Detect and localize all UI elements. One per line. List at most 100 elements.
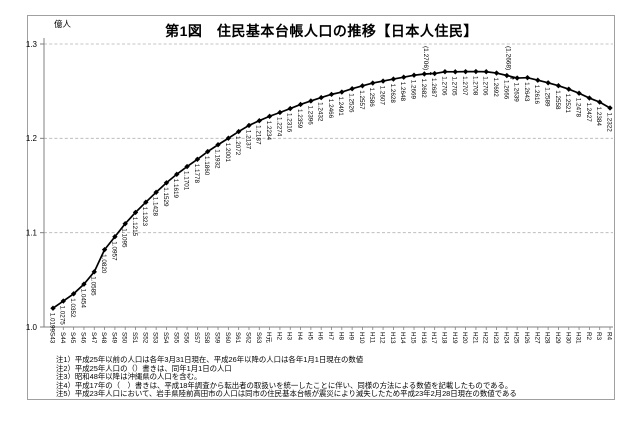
note-line: 注4）平成17年の（ ）書きは、平成18年調査から転出者の取扱いを統一したことに… (56, 380, 513, 390)
svg-text:1.2396: 1.2396 (306, 105, 313, 125)
svg-text:1.2607: 1.2607 (378, 86, 385, 106)
svg-text:1.0275: 1.0275 (59, 306, 66, 326)
svg-text:1.2648: 1.2648 (399, 82, 406, 102)
svg-text:1.2557: 1.2557 (358, 90, 365, 110)
svg-text:S62: S62 (244, 332, 251, 344)
svg-text:H4: H4 (296, 332, 303, 341)
svg-text:H29: H29 (554, 332, 561, 344)
svg-text:H22: H22 (482, 332, 489, 344)
svg-text:1.2589: 1.2589 (544, 87, 551, 107)
svg-text:1.1323: 1.1323 (141, 207, 148, 227)
svg-text:1.2682: 1.2682 (420, 78, 427, 98)
svg-text:H24: H24 (502, 332, 509, 344)
svg-text:S63: S63 (255, 332, 262, 344)
svg-text:1.2521: 1.2521 (564, 94, 571, 114)
svg-text:H16: H16 (420, 332, 427, 344)
svg-text:H9: H9 (348, 332, 355, 341)
note-line: 注5）平成23年人口において、岩手県陸前高田市の人口は同市の住民基本台帳が震災に… (56, 389, 517, 399)
svg-text:R3: R3 (595, 332, 602, 341)
svg-text:H31: H31 (575, 332, 582, 344)
svg-text:1.1860: 1.1860 (203, 156, 210, 176)
svg-text:1.0957: 1.0957 (110, 241, 117, 261)
svg-text:1.2706: 1.2706 (482, 76, 489, 96)
svg-text:H18: H18 (440, 332, 447, 344)
svg-text:1.0585: 1.0585 (90, 276, 97, 296)
svg-text:1.2708: 1.2708 (471, 76, 478, 96)
y-axis-labels: 1.0 1.1 1.2 1.3 (26, 40, 38, 332)
svg-text:1.2687: 1.2687 (430, 78, 437, 98)
svg-text:1.2669: 1.2669 (409, 80, 416, 100)
svg-text:1.2478: 1.2478 (574, 98, 581, 118)
svg-text:1.1428: 1.1428 (152, 197, 159, 217)
svg-text:1.0199: 1.0199 (48, 313, 55, 333)
svg-text:1.2234: 1.2234 (265, 121, 272, 141)
svg-text:1.2137: 1.2137 (244, 130, 251, 150)
svg-text:S56: S56 (183, 332, 190, 344)
note-line: 注3）昭和48年以降は沖縄県の人口を含む。 (56, 372, 202, 382)
svg-text:S47: S47 (90, 332, 97, 344)
svg-text:1.0454: 1.0454 (79, 289, 86, 309)
svg-text:1.1529: 1.1529 (162, 187, 169, 207)
svg-text:1.2643: 1.2643 (523, 82, 530, 102)
svg-text:H8: H8 (337, 332, 344, 341)
svg-text:H2: H2 (275, 332, 282, 341)
svg-text:H25: H25 (513, 332, 520, 344)
svg-text:1.3: 1.3 (26, 40, 38, 49)
svg-text:(1.2706): (1.2706) (422, 46, 429, 70)
svg-text:1.1932: 1.1932 (213, 149, 220, 169)
svg-text:H12: H12 (379, 332, 386, 344)
gridlines (44, 43, 613, 234)
svg-text:1.2692: 1.2692 (492, 78, 499, 98)
svg-text:S51: S51 (131, 332, 138, 344)
svg-text:S48: S48 (100, 332, 107, 344)
svg-text:1.2466: 1.2466 (327, 99, 334, 119)
svg-text:1.2666: 1.2666 (502, 80, 509, 100)
svg-text:S45: S45 (69, 332, 76, 344)
svg-text:1.2274: 1.2274 (275, 117, 282, 137)
annotation-H17: (1.2706) (422, 46, 434, 76)
notes-block: 注1）平成25年以前の人口は各年3月31日現在、平成26年以降の人口は各年1月1… (56, 355, 606, 399)
svg-text:1.2001: 1.2001 (224, 143, 231, 163)
svg-text:1.0: 1.0 (26, 323, 38, 332)
svg-text:1.0820: 1.0820 (100, 254, 107, 274)
svg-text:1.1: 1.1 (26, 228, 38, 237)
svg-text:1.2187: 1.2187 (255, 125, 262, 145)
svg-text:1.2526: 1.2526 (348, 93, 355, 113)
svg-text:R4: R4 (606, 332, 613, 341)
svg-text:1.2705: 1.2705 (451, 76, 458, 96)
svg-text:H20: H20 (461, 332, 468, 344)
svg-text:1.2: 1.2 (26, 134, 38, 143)
svg-text:H30: H30 (564, 332, 571, 344)
annotation-H25: (1.2668) (505, 46, 516, 80)
svg-text:S44: S44 (59, 332, 66, 344)
svg-text:1.2322: 1.2322 (605, 112, 612, 132)
svg-text:1.2072: 1.2072 (234, 136, 241, 156)
svg-text:S46: S46 (79, 332, 86, 344)
svg-text:S58: S58 (203, 332, 210, 344)
svg-text:H19: H19 (451, 332, 458, 344)
svg-text:H17: H17 (430, 332, 437, 344)
svg-text:S43: S43 (49, 332, 56, 344)
chart-title: 第1図 住民基本台帳人口の推移【日本人住民】 (165, 23, 478, 39)
svg-text:H15: H15 (410, 332, 417, 344)
svg-text:1.2628: 1.2628 (389, 84, 396, 104)
svg-text:H23: H23 (492, 332, 499, 344)
svg-text:H3: H3 (286, 332, 293, 341)
svg-text:H28: H28 (544, 332, 551, 344)
x-axis-labels: S43 S44 S45 S46 S47 S48 S49 S50 S51 S52 S53 S54 S55 S… (49, 332, 613, 344)
svg-text:S52: S52 (141, 332, 148, 344)
svg-text:1.2706: 1.2706 (440, 76, 447, 96)
svg-text:1.1619: 1.1619 (172, 179, 179, 199)
svg-text:1.2558: 1.2558 (554, 90, 561, 110)
svg-text:H13: H13 (389, 332, 396, 344)
svg-text:1.2384: 1.2384 (595, 107, 602, 127)
svg-text:H14: H14 (399, 332, 406, 344)
svg-text:S57: S57 (193, 332, 200, 344)
svg-text:S61: S61 (234, 332, 241, 344)
svg-text:1.2707: 1.2707 (461, 76, 468, 96)
svg-text:1.2616: 1.2616 (533, 85, 540, 105)
svg-text:H7: H7 (327, 332, 334, 341)
svg-text:S53: S53 (152, 332, 159, 344)
svg-text:S54: S54 (162, 332, 169, 344)
svg-text:H27: H27 (533, 332, 540, 344)
